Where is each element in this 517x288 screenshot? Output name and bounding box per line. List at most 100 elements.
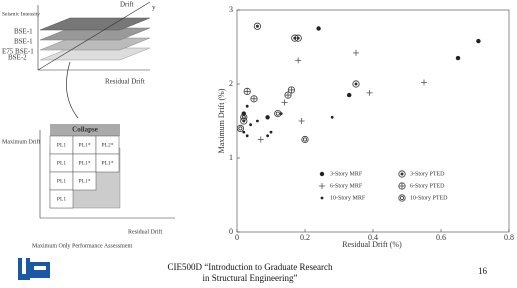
legend-marker bbox=[399, 171, 405, 177]
diagram-label: Residual Drift bbox=[105, 78, 145, 86]
point bbox=[353, 50, 359, 56]
marker-part bbox=[246, 134, 249, 137]
diagram-label: Drift bbox=[120, 1, 134, 9]
pl-label: PL1 bbox=[57, 196, 66, 202]
point bbox=[256, 120, 259, 123]
point bbox=[288, 87, 294, 93]
point bbox=[331, 116, 334, 119]
plot-frame bbox=[237, 10, 509, 232]
marker-part bbox=[320, 172, 324, 176]
marker-part bbox=[242, 111, 246, 115]
point bbox=[249, 123, 252, 126]
marker-part bbox=[316, 26, 320, 30]
pl-label: PL1 bbox=[57, 160, 66, 166]
level-label: BSE-1 bbox=[14, 38, 33, 46]
point bbox=[316, 26, 320, 30]
pl-label: PL2* bbox=[102, 142, 114, 148]
legend-marker bbox=[399, 195, 405, 201]
x-tick-label: 0.2 bbox=[300, 233, 310, 242]
y-axis-label: Maximum Drift (%) bbox=[217, 88, 226, 153]
point bbox=[367, 90, 373, 96]
x-tick-label: 0.4 bbox=[368, 233, 378, 242]
level-label: BSE-1 bbox=[14, 28, 33, 36]
point bbox=[265, 115, 269, 119]
point bbox=[299, 118, 305, 124]
marker-part bbox=[242, 116, 245, 119]
collapse-label: Collapse bbox=[72, 126, 98, 134]
marker-part bbox=[256, 120, 259, 123]
marker-part bbox=[276, 112, 279, 115]
marker-part bbox=[270, 131, 273, 134]
x-tick-label: 0 bbox=[235, 233, 239, 242]
point bbox=[246, 105, 249, 108]
point bbox=[302, 136, 308, 142]
y-tick-label: 0 bbox=[229, 227, 233, 236]
legend-label: 6-Story MRF bbox=[330, 183, 363, 189]
marker-part bbox=[303, 138, 306, 141]
point bbox=[353, 81, 359, 87]
pl-label: PL1 bbox=[57, 178, 66, 184]
point bbox=[270, 131, 273, 134]
marker-part bbox=[476, 39, 480, 43]
point bbox=[237, 125, 243, 131]
marker-part bbox=[256, 25, 259, 28]
x-tick-label: 0.6 bbox=[436, 233, 446, 242]
pl-label: PL1 bbox=[57, 142, 66, 148]
legend-marker bbox=[399, 183, 405, 189]
x-tick-label: 0.8 bbox=[504, 233, 514, 242]
legend-marker bbox=[321, 197, 324, 200]
legend-label: 6-Story PTED bbox=[410, 183, 445, 189]
legend-label: 10-Story PTED bbox=[410, 195, 448, 201]
marker-part bbox=[265, 115, 269, 119]
marker-part bbox=[331, 116, 334, 119]
pl-label: PL1* bbox=[79, 178, 91, 184]
diagram-label: Residual Drift bbox=[128, 228, 162, 235]
logo bbox=[18, 258, 50, 280]
marker-part bbox=[347, 93, 351, 97]
legend-marker bbox=[319, 183, 325, 189]
point bbox=[242, 111, 246, 115]
marker-part bbox=[456, 56, 460, 60]
pl-label: PL1* bbox=[79, 142, 91, 148]
diagram-note: Maximum Only Performance Assessment bbox=[32, 242, 132, 249]
diagram-label: y bbox=[152, 4, 156, 12]
point bbox=[246, 134, 249, 137]
footer-title: in Structural Engineering” bbox=[203, 273, 298, 283]
marker-part bbox=[401, 173, 404, 176]
diagram-label: Seismic Intensity bbox=[2, 11, 40, 17]
marker-part bbox=[355, 83, 358, 86]
pl-label: PL1* bbox=[102, 160, 114, 166]
point bbox=[254, 23, 260, 29]
y-tick-label: 2 bbox=[229, 79, 233, 88]
slide: Drift y Seismic Intensity BSE-2 BSE-1 BS… bbox=[0, 0, 517, 288]
legend-label: 3-Story MRF bbox=[330, 171, 363, 177]
marker-part bbox=[246, 105, 249, 108]
y-tick-label: 1 bbox=[229, 153, 233, 162]
legend-marker bbox=[320, 172, 324, 176]
marker-part bbox=[239, 127, 242, 130]
point bbox=[242, 131, 245, 134]
y-tick-label: 3 bbox=[229, 5, 233, 14]
footer-title: CIE500D “Introduction to Graduate Resear… bbox=[168, 262, 333, 272]
marker-part bbox=[302, 136, 308, 142]
marker-part bbox=[400, 196, 403, 199]
diagram-label: Maximum Drift bbox=[2, 138, 40, 145]
marker-part bbox=[266, 134, 269, 137]
point bbox=[266, 134, 269, 137]
point bbox=[258, 137, 264, 143]
point bbox=[456, 56, 460, 60]
point bbox=[244, 88, 250, 94]
point bbox=[347, 93, 351, 97]
point bbox=[282, 100, 288, 106]
point bbox=[421, 80, 427, 86]
marker-part bbox=[297, 37, 300, 40]
pl-label: PL1* bbox=[79, 160, 91, 166]
point bbox=[476, 39, 480, 43]
point bbox=[295, 57, 301, 63]
marker-part bbox=[242, 131, 245, 134]
level-label: E75 BSE-1 bbox=[2, 48, 34, 56]
marker-part bbox=[399, 195, 405, 201]
marker-part bbox=[321, 197, 324, 200]
intensity-layers bbox=[38, 2, 150, 118]
marker-part bbox=[237, 125, 243, 131]
